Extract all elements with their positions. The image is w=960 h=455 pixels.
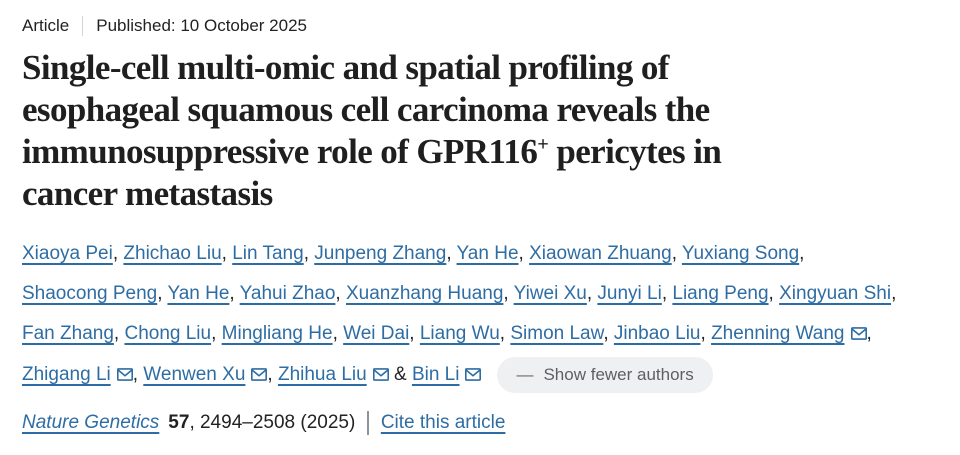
collapse-icon: —	[516, 365, 534, 385]
article-type-label: Article	[22, 16, 70, 35]
title-line-4: cancer metastasis	[22, 174, 273, 213]
author-link[interactable]: Yuxiang Song	[681, 243, 800, 264]
author-separator: ,	[499, 323, 511, 344]
author-separator: ,	[157, 283, 168, 304]
author-separator: ,	[112, 243, 124, 264]
article-title: Single-cell multi-omic and spatial profi…	[22, 47, 938, 215]
title-line-2: esophageal squamous cell carcinoma revea…	[22, 90, 710, 129]
author-separator: ,	[768, 283, 780, 304]
author-separator: ,	[332, 323, 344, 344]
email-icon[interactable]	[850, 315, 867, 355]
author-separator: &	[388, 364, 412, 385]
author-separator: ,	[866, 323, 872, 344]
author-separator: ,	[335, 283, 346, 304]
author-link[interactable]: Yan He	[167, 283, 230, 304]
author-separator: ,	[503, 283, 514, 304]
author-link[interactable]: Shaocong Peng	[22, 283, 158, 304]
citation-row: Nature Genetics 57 , 2494–2508 (2025) Ci…	[22, 411, 938, 435]
author-link[interactable]: Xiaoya Pei	[22, 243, 113, 264]
author-link[interactable]: Junyi Li	[597, 283, 662, 304]
author-separator: ,	[700, 323, 712, 344]
author-link[interactable]: Zhigang Li	[22, 364, 111, 385]
pages-range: , 2494–2508 (2025)	[189, 412, 356, 433]
author-link[interactable]: Yahui Zhao	[239, 283, 336, 304]
superscript-plus: +	[537, 133, 549, 156]
author-link[interactable]: Lin Tang	[232, 243, 304, 264]
email-icon[interactable]	[465, 356, 482, 396]
author-separator: ,	[267, 364, 278, 385]
author-link[interactable]: Zhenning Wang	[711, 323, 845, 344]
author-link[interactable]: Jinbao Liu	[613, 323, 701, 344]
author-separator: ,	[603, 323, 614, 344]
email-icon[interactable]	[251, 356, 268, 396]
show-fewer-label: Show fewer authors	[543, 364, 694, 384]
author-separator: ,	[661, 283, 673, 304]
author-separator: ,	[211, 323, 222, 344]
author-separator: ,	[113, 323, 125, 344]
author-link[interactable]: Simon Law	[510, 323, 604, 344]
email-icon[interactable]	[372, 356, 389, 396]
author-separator: ,	[409, 323, 420, 344]
published-date: Published: 10 October 2025	[96, 16, 307, 35]
author-link[interactable]: Yan He	[456, 243, 519, 264]
author-separator: ,	[221, 243, 233, 264]
email-icon[interactable]	[116, 356, 133, 396]
author-flow: Xiaoya Pei, Zhichao Liu, Lin Tang, Junpe…	[22, 243, 896, 385]
citation-divider	[367, 411, 369, 435]
author-link[interactable]: Xuanzhang Huang	[345, 283, 504, 304]
author-separator: ,	[891, 283, 897, 304]
journal-link[interactable]: Nature Genetics	[22, 412, 160, 433]
author-list: Xiaoya Pei, Zhichao Liu, Lin Tang, Junpe…	[22, 234, 902, 396]
article-meta: Article Published: 10 October 2025	[22, 14, 938, 38]
author-link[interactable]: Fan Zhang	[22, 323, 114, 344]
author-link[interactable]: Liang Wu	[419, 323, 500, 344]
author-link[interactable]: Wei Dai	[343, 323, 410, 344]
volume-number: 57	[168, 412, 190, 433]
author-link[interactable]: Yiwei Xu	[513, 283, 587, 304]
author-separator: ,	[671, 243, 682, 264]
author-link[interactable]: Chong Liu	[124, 323, 212, 344]
title-line-1: Single-cell multi-omic and spatial profi…	[22, 48, 669, 87]
title-line-3-text: immunosuppressive role of GPR116	[22, 132, 538, 171]
title-line-3: immunosuppressive role of GPR116+ pericy…	[22, 131, 938, 173]
author-link[interactable]: Liang Peng	[672, 283, 769, 304]
author-link[interactable]: Xiaowan Zhuang	[529, 243, 672, 264]
author-separator: ,	[446, 243, 457, 264]
author-separator: ,	[132, 364, 144, 385]
author-link[interactable]: Bin Li	[411, 364, 460, 385]
author-separator: ,	[303, 243, 315, 264]
title-line-3-rest: pericytes in	[548, 132, 722, 171]
author-link[interactable]: Xingyuan Shi	[779, 283, 892, 304]
cite-this-article-link[interactable]: Cite this article	[380, 412, 506, 433]
author-link[interactable]: Zhihua Liu	[277, 364, 367, 385]
article-header: Article Published: 10 October 2025 Singl…	[22, 14, 938, 435]
show-fewer-authors-button[interactable]: — Show fewer authors	[497, 356, 713, 393]
author-separator: ,	[586, 283, 598, 304]
author-link[interactable]: Wenwen Xu	[143, 364, 246, 385]
author-separator: ,	[518, 243, 530, 264]
author-separator: ,	[799, 243, 805, 264]
author-link[interactable]: Junpeng Zhang	[314, 243, 447, 264]
author-separator: ,	[229, 283, 240, 304]
author-link[interactable]: Mingliang He	[221, 323, 333, 344]
author-link[interactable]: Zhichao Liu	[123, 243, 222, 264]
meta-divider	[82, 16, 84, 36]
